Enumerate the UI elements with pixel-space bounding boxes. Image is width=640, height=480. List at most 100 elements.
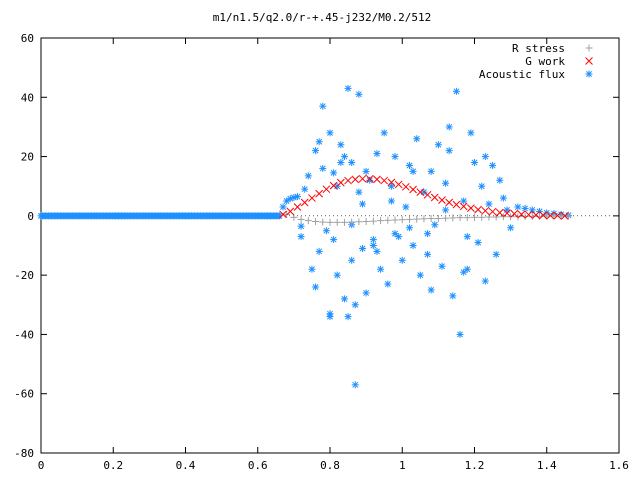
data-point-acoustic-flux (330, 236, 338, 244)
data-point-g-work (380, 176, 389, 185)
data-point-acoustic-flux (481, 277, 489, 285)
data-point-acoustic-flux (337, 141, 345, 149)
data-point-acoustic-flux (514, 203, 522, 211)
data-point-acoustic-flux (416, 271, 424, 279)
data-point-acoustic-flux (333, 271, 341, 279)
data-point-acoustic-flux (344, 313, 352, 321)
data-point-acoustic-flux (351, 301, 359, 309)
data-point-r-stress (333, 218, 341, 226)
data-point-g-work (474, 205, 482, 214)
data-point-acoustic-flux (460, 197, 468, 205)
data-point-acoustic-flux (297, 222, 305, 230)
data-point-acoustic-flux (420, 188, 428, 196)
y-tick-label: -80 (14, 447, 34, 460)
data-point-acoustic-flux (528, 206, 536, 214)
chart-title: m1/n1.5/q2.0/r-+.45-j232/M0.2/512 (213, 11, 432, 24)
data-point-acoustic-flux (496, 176, 504, 184)
data-point-acoustic-flux (304, 172, 312, 180)
data-point-acoustic-flux (312, 147, 320, 155)
data-point-acoustic-flux (384, 280, 392, 288)
data-point-g-work (553, 211, 562, 220)
data-point-acoustic-flux (427, 167, 435, 175)
data-point-r-stress (434, 215, 442, 223)
data-point-acoustic-flux (330, 169, 338, 177)
data-point-acoustic-flux (442, 206, 450, 214)
data-point-r-stress (348, 218, 356, 226)
data-point-g-work (524, 210, 533, 219)
data-point-r-stress (384, 216, 392, 224)
data-point-acoustic-flux (413, 135, 421, 143)
data-point-acoustic-flux (369, 236, 377, 244)
data-point-acoustic-flux (348, 256, 356, 264)
data-point-r-stress (413, 215, 421, 223)
y-tick-label: -20 (14, 269, 34, 282)
x-tick-label: 0 (38, 459, 45, 472)
data-point-acoustic-flux (387, 182, 395, 190)
data-point-r-stress (391, 216, 399, 224)
data-point-r-stress (420, 215, 428, 223)
data-point-g-work (358, 174, 367, 183)
y-tick-label: -60 (14, 388, 34, 401)
data-point-acoustic-flux (391, 230, 399, 238)
data-point-acoustic-flux (297, 233, 305, 241)
data-point-g-work (438, 196, 446, 204)
data-point-r-stress (427, 215, 435, 223)
data-point-g-work (423, 190, 432, 199)
data-point-acoustic-flux (348, 159, 356, 166)
data-point-acoustic-flux (424, 230, 432, 238)
legend-label-r-stress: R stress (512, 42, 565, 55)
data-point-acoustic-flux (434, 141, 442, 149)
data-point-g-work (459, 202, 468, 211)
data-point-acoustic-flux (471, 159, 478, 166)
y-tick-label: 20 (21, 151, 34, 164)
data-point-g-work (394, 180, 403, 189)
data-point-g-work (308, 194, 316, 202)
data-point-g-work (293, 203, 302, 211)
data-point-acoustic-flux (319, 164, 327, 172)
data-point-acoustic-flux (315, 138, 323, 146)
data-point-acoustic-flux (380, 129, 388, 137)
data-point-r-stress (564, 212, 572, 220)
data-point-acoustic-flux (359, 200, 367, 208)
data-point-g-work (532, 211, 540, 219)
data-point-r-stress (463, 214, 471, 222)
data-point-g-work (336, 178, 345, 187)
data-point-acoustic-flux (355, 188, 363, 196)
data-point-acoustic-flux (359, 244, 367, 252)
data-point-acoustic-flux (402, 203, 410, 211)
data-point-g-work (351, 175, 360, 184)
data-point-acoustic-flux (290, 193, 298, 201)
data-point-acoustic-flux (492, 250, 500, 258)
data-point-r-stress (471, 213, 478, 221)
data-point-acoustic-flux (456, 330, 464, 338)
data-point-r-stress (478, 213, 486, 221)
data-point-acoustic-flux (431, 221, 439, 229)
data-point-acoustic-flux (463, 233, 471, 241)
data-point-r-stress (442, 214, 450, 222)
data-point-r-stress (297, 215, 305, 223)
data-point-g-work (495, 208, 504, 217)
data-point-r-stress (398, 216, 406, 224)
data-point-acoustic-flux (409, 242, 417, 249)
data-point-g-work (344, 176, 352, 185)
data-point-acoustic-flux (405, 161, 413, 169)
x-tick-label: 0.6 (248, 459, 268, 472)
x-tick-label: 1.2 (465, 459, 485, 472)
data-point-acoustic-flux (340, 153, 348, 161)
data-point-acoustic-flux (283, 197, 291, 205)
data-point-acoustic-flux (312, 283, 320, 291)
data-point-acoustic-flux (467, 129, 475, 137)
data-point-acoustic-flux (301, 185, 309, 193)
data-point-r-stress (312, 217, 320, 225)
data-point-g-work (373, 175, 381, 184)
data-point-r-stress (290, 213, 298, 221)
data-point-acoustic-flux (279, 203, 287, 211)
data-point-g-work (503, 209, 511, 218)
data-point-r-stress (319, 218, 327, 226)
legend-marker-r-stress (585, 44, 593, 52)
data-point-acoustic-flux (445, 123, 453, 131)
data-point-acoustic-flux (485, 200, 493, 208)
legend-label-acoustic-flux: Acoustic flux (479, 68, 565, 81)
